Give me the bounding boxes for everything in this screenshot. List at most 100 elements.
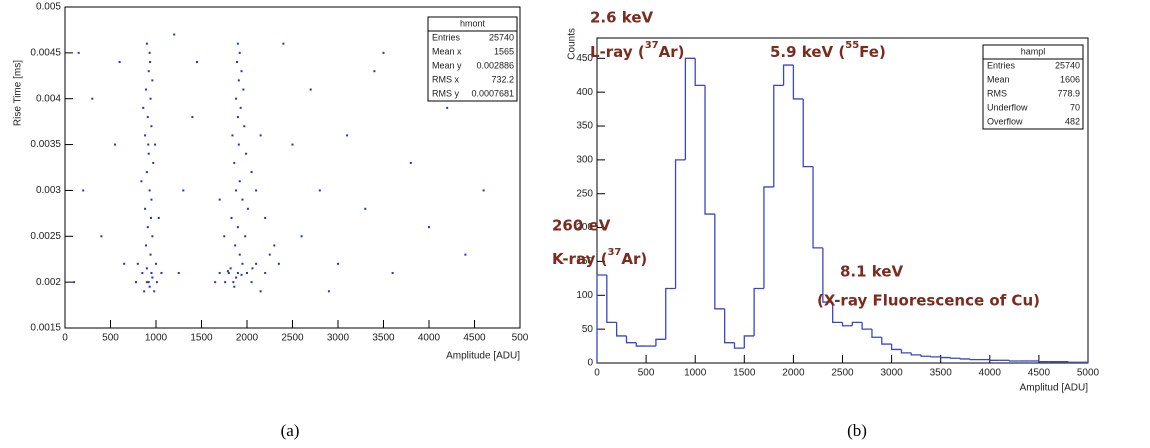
- histogram-bin: [743, 335, 755, 349]
- scatter-point: [149, 61, 152, 64]
- x-tick-label: 3500: [930, 368, 953, 379]
- scatter-point: [255, 189, 258, 192]
- stats-title: hampl: [1021, 46, 1046, 56]
- scatter-point: [160, 271, 163, 274]
- scatter-point: [232, 281, 235, 284]
- scatter-point: [141, 271, 144, 274]
- scatter-point: [300, 235, 303, 238]
- y-tick-label: 150: [576, 256, 593, 267]
- y-tick-label: 100: [576, 290, 593, 301]
- scatter-point: [242, 88, 245, 91]
- y-tick-label: 0.0025: [30, 231, 61, 242]
- scatter-point: [464, 253, 467, 256]
- x-tick-label: 4500: [1028, 368, 1051, 379]
- scatter-point: [227, 271, 230, 274]
- stats-key: Mean: [987, 74, 1010, 84]
- x-tick-label: 1500: [733, 368, 756, 379]
- y-tick-label: 200: [576, 222, 593, 233]
- x-tick-label: 0: [594, 368, 600, 379]
- annotation: 8.1 keV: [840, 263, 904, 281]
- annotation-part: Ar): [659, 43, 685, 61]
- histogram-bin: [900, 349, 912, 354]
- histogram-bin: [802, 98, 814, 168]
- scatter-point: [309, 88, 312, 91]
- scatter-point: [157, 216, 160, 219]
- scatter-point: [482, 189, 485, 192]
- histogram-bin: [969, 358, 980, 361]
- stats-value: 25740: [1055, 60, 1080, 70]
- scatter-point: [391, 271, 394, 274]
- scatter-point: [409, 161, 412, 164]
- scatter-point: [177, 271, 180, 274]
- stats-title: hmont: [460, 18, 486, 28]
- x-tick-label: 2500: [281, 333, 304, 344]
- x-tick-label: 2500: [831, 368, 854, 379]
- histogram-bin: [949, 357, 961, 359]
- annotation: 2.6 keV: [590, 9, 654, 27]
- y-tick-label: 0.0015: [30, 323, 61, 334]
- stats-key: Mean y: [432, 60, 462, 70]
- scatter-point: [382, 51, 385, 54]
- annotation-superscript: 37: [607, 247, 621, 258]
- scatter-point: [337, 262, 339, 265]
- histogram-bin: [724, 308, 735, 344]
- histogram-bin: [910, 352, 922, 356]
- histogram-bin: [763, 186, 774, 289]
- scatter-point: [235, 276, 238, 279]
- scatter-point: [77, 51, 80, 54]
- stats-key: Mean x: [432, 46, 462, 56]
- x-tick-label: 0: [62, 333, 68, 344]
- scatter-point: [145, 281, 148, 284]
- scatter-point: [238, 180, 241, 183]
- histogram-bin: [930, 356, 941, 358]
- scatter-point: [236, 271, 239, 274]
- scatter-point: [231, 134, 234, 137]
- histogram-bin: [812, 166, 823, 249]
- scatter-point: [226, 270, 229, 273]
- scatter-point: [273, 244, 276, 247]
- histogram-bin: [655, 338, 666, 347]
- scatter-point: [264, 216, 267, 219]
- y-tick-label: 400: [576, 87, 593, 98]
- scatter-point: [153, 290, 156, 293]
- scatter-point: [255, 262, 258, 265]
- x-tick-label: 3500: [372, 333, 395, 344]
- scatter-point: [428, 226, 430, 229]
- annotation: L-ray (37Ar): [590, 40, 685, 61]
- scatter-point: [143, 290, 146, 293]
- scatter-point: [144, 207, 147, 210]
- stats-key: RMS x: [432, 74, 460, 84]
- scatter-point: [234, 244, 237, 247]
- histogram-bin: [861, 322, 872, 330]
- stats-value: 1606: [1060, 74, 1080, 84]
- scatter-point: [240, 273, 243, 276]
- x-tick-label: 3000: [880, 368, 903, 379]
- histogram-bin: [773, 84, 784, 187]
- y-tick-label: 50: [582, 324, 594, 335]
- scatter-point: [148, 51, 151, 54]
- x-tick-label: 1500: [190, 333, 213, 344]
- scatter-point: [152, 161, 155, 164]
- scatter-point: [238, 51, 241, 54]
- scatter-point: [140, 180, 143, 183]
- scatter-point: [250, 281, 253, 284]
- histogram-bin: [615, 322, 627, 337]
- scatter-point: [246, 207, 249, 210]
- caption: (b): [847, 421, 867, 440]
- scatter-point: [195, 61, 198, 64]
- x-tick-label: 4000: [979, 368, 1002, 379]
- scatter-point: [182, 189, 185, 192]
- histogram-bin: [704, 85, 715, 215]
- scatter-point: [114, 143, 117, 146]
- scatter-point: [147, 70, 150, 73]
- scatter-point: [235, 61, 238, 64]
- scatter-point: [146, 226, 149, 229]
- scatter-point: [364, 207, 367, 210]
- y-tick-label: 0.003: [36, 185, 61, 196]
- y-tick-label: 300: [576, 155, 593, 166]
- scatter-point: [173, 33, 176, 36]
- annotation-part: Ar): [621, 250, 647, 268]
- histogram-bin: [881, 337, 892, 345]
- stats-key: RMS y: [432, 88, 460, 98]
- scatter-point: [346, 134, 349, 137]
